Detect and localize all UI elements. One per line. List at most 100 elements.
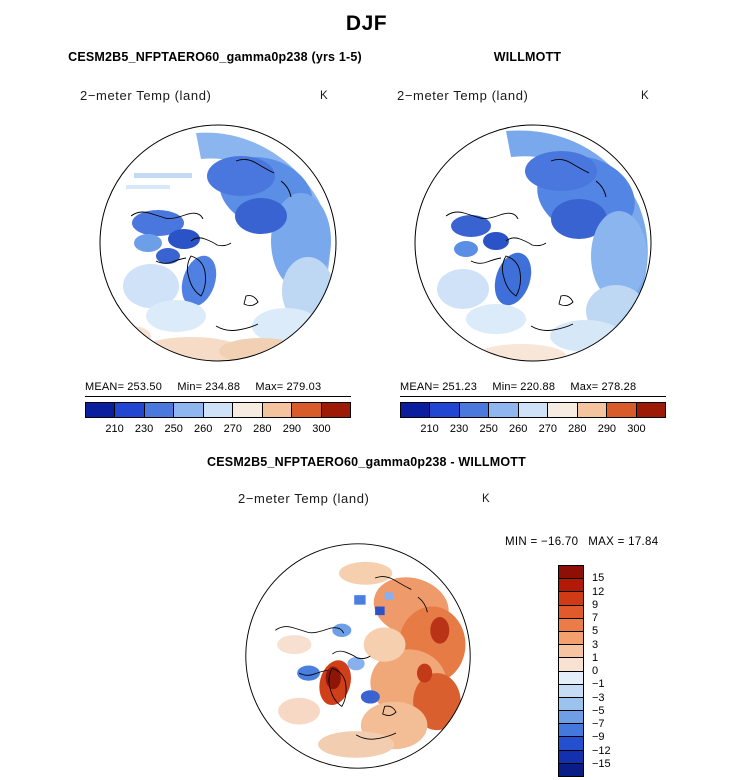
model-polar-map	[99, 124, 337, 362]
colorbar-tick: 1	[592, 651, 599, 664]
colorbar-tick: −5	[592, 704, 605, 717]
obs-max-value: 278.28	[601, 381, 637, 393]
colorbar-cell	[558, 565, 584, 580]
colorbar-cell	[558, 604, 584, 619]
colorbar-tick: 290	[597, 423, 617, 435]
model-max-label: Max=	[255, 381, 284, 393]
diff-max-label: MAX =	[588, 536, 629, 548]
colorbar-tick: 290	[282, 423, 302, 435]
diff-units-label: K	[482, 493, 490, 505]
colorbar-tick: 280	[568, 423, 587, 435]
colorbar-cell	[232, 402, 263, 418]
colorbar-cell	[558, 617, 584, 632]
colorbar-cell	[202, 402, 234, 418]
obs-min-value: 220.88	[520, 381, 556, 393]
colorbar-cell	[558, 710, 584, 725]
colorbar-cell	[517, 402, 549, 418]
obs-units-label: K	[641, 90, 649, 102]
colorbar-tick: −3	[592, 691, 605, 704]
obs-max-label: Max=	[570, 381, 599, 393]
colorbar-tick: 280	[253, 423, 272, 435]
colorbar-cell	[291, 402, 322, 418]
model-max-value: 279.03	[286, 381, 322, 393]
colorbar-tick: −12	[592, 744, 611, 757]
model-panel-title: CESM2B5_NFPTAERO60_gamma0p238 (yrs 1-5)	[68, 50, 362, 64]
obs-min-label: Min=	[492, 381, 518, 393]
colorbar-tick: 260	[194, 423, 213, 435]
colorbar-tick: 250	[479, 423, 498, 435]
colorbar-tick: 270	[223, 423, 242, 435]
model-mean-label: MEAN=	[85, 381, 125, 393]
model-colorbar-ticks: 210 230 250 260 270 280 290 300	[85, 423, 351, 436]
colorbar-cell	[558, 696, 584, 712]
colorbar-cell	[576, 402, 608, 418]
model-min-label: Min=	[177, 381, 203, 393]
colorbar-tick: −15	[592, 757, 611, 770]
colorbar-cell	[320, 402, 351, 418]
diff-map	[242, 540, 474, 772]
colorbar-tick: 230	[449, 423, 469, 435]
colorbar-tick: 5	[592, 625, 599, 638]
colorbar-tick: 300	[627, 423, 646, 435]
diff-colorbar	[558, 565, 584, 777]
colorbar-tick: 260	[509, 423, 528, 435]
colorbar-cell	[558, 591, 584, 606]
colorbar-tick: 250	[164, 423, 183, 435]
diff-panel-title: CESM2B5_NFPTAERO60_gamma0p238 - WILLMOTT	[207, 455, 526, 469]
colorbar-tick: 15	[592, 572, 605, 585]
colorbar-cell	[173, 402, 204, 418]
colorbar-tick: 210	[420, 423, 439, 435]
colorbar-cell	[488, 402, 519, 418]
obs-stats: MEAN= 251.23 Min= 220.88 Max= 278.28	[400, 381, 666, 393]
colorbar-cell	[429, 402, 460, 418]
obs-mean-label: MEAN=	[400, 381, 440, 393]
colorbar-cell	[558, 578, 584, 593]
stats-divider	[85, 396, 351, 397]
colorbar-cell	[458, 402, 490, 418]
obs-variable-label: 2−meter Temp (land)	[397, 88, 529, 103]
colorbar-tick: −1	[592, 678, 605, 691]
diff-colorbar-ticks: 15 12 9 7 5 3 1 0 −1 −3 −5 −7 −9 −12 −15	[592, 565, 628, 777]
colorbar-tick: 3	[592, 638, 599, 651]
colorbar-cell	[114, 402, 145, 418]
colorbar-cell	[558, 683, 584, 698]
colorbar-cell	[85, 402, 116, 418]
season-title: DJF	[345, 12, 388, 35]
diff-variable-label: 2−meter Temp (land)	[238, 491, 370, 506]
obs-mean-value: 251.23	[442, 381, 478, 393]
colorbar-tick: 210	[105, 423, 124, 435]
colorbar-cell	[558, 670, 584, 685]
obs-colorbar	[400, 402, 666, 418]
colorbar-tick: −7	[592, 718, 605, 730]
obs-colorbar-ticks: 210 230 250 260 270 280 290 300	[400, 423, 666, 436]
obs-polar-map	[414, 124, 652, 362]
stats-divider	[400, 396, 666, 397]
colorbar-cell	[558, 723, 584, 738]
colorbar-tick: 0	[592, 665, 599, 677]
model-min-value: 234.88	[205, 381, 241, 393]
colorbar-cell	[558, 644, 584, 659]
colorbar-cell	[558, 762, 584, 777]
colorbar-cell	[558, 736, 584, 751]
colorbar-cell	[558, 657, 584, 672]
diff-polar-map	[245, 543, 471, 769]
colorbar-tick: 12	[592, 585, 605, 598]
colorbar-tick: −9	[592, 731, 605, 744]
model-stats: MEAN= 253.50 Min= 234.88 Max= 279.03	[85, 381, 351, 393]
colorbar-cell	[400, 402, 431, 418]
colorbar-tick: 9	[592, 598, 599, 611]
model-units-label: K	[320, 90, 328, 102]
colorbar-cell	[261, 402, 293, 418]
model-colorbar	[85, 402, 351, 418]
diff-min-label: MIN =	[505, 536, 541, 548]
colorbar-cell	[558, 630, 584, 646]
colorbar-tick: 300	[312, 423, 331, 435]
colorbar-tick: 270	[538, 423, 557, 435]
diff-min-value: −16.70	[541, 536, 579, 548]
colorbar-cell	[606, 402, 637, 418]
diff-range: MIN = −16.70 MAX = 17.84	[505, 536, 658, 548]
model-mean-value: 253.50	[127, 381, 163, 393]
colorbar-cell	[547, 402, 578, 418]
colorbar-cell	[558, 749, 584, 764]
